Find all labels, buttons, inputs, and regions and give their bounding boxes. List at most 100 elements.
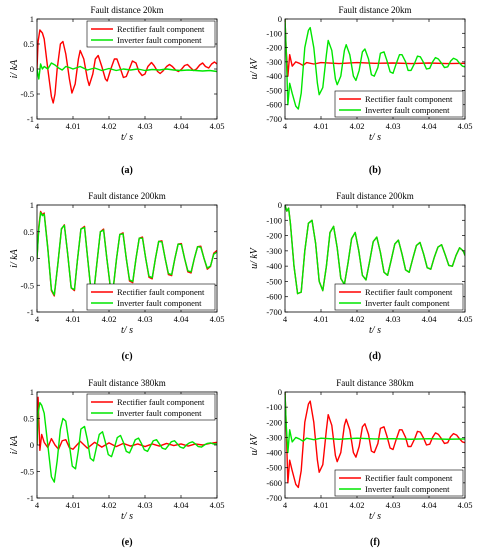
x-tick-label: 4 — [35, 500, 40, 510]
series-line-inverter — [37, 62, 217, 80]
x-axis-label: t/ s — [369, 325, 381, 336]
legend-label: Inverter fault component — [365, 484, 450, 494]
x-tick-label: 4.05 — [210, 500, 225, 510]
x-tick-label: 4.03 — [386, 121, 401, 131]
x-tick-label: 4.05 — [458, 500, 473, 510]
x-tick-label: 4.04 — [422, 314, 438, 324]
series-line-rectifier — [37, 29, 217, 104]
y-tick-label: 0 — [30, 64, 34, 74]
y-tick-label: 0.5 — [23, 414, 34, 424]
y-tick-label: 0 — [30, 440, 34, 450]
y-tick-label: -300 — [266, 432, 282, 442]
legend-label: Inverter fault component — [365, 105, 450, 115]
y-tick-label: -600 — [266, 478, 282, 488]
y-tick-label: -200 — [266, 43, 282, 53]
y-tick-label: -200 — [266, 417, 282, 427]
y-tick-label: 1 — [30, 200, 34, 210]
x-tick-label: 4.02 — [102, 314, 117, 324]
chart-panel-e: Fault distance 380km 4 4.01 4.02 4.03 4.04 4.0… — [9, 378, 224, 548]
chart-title: Fault distance 200km — [336, 191, 414, 201]
y-tick-label: -300 — [266, 57, 282, 67]
y-tick-label: -100 — [266, 402, 282, 412]
x-tick-label: 4 — [283, 314, 288, 324]
legend-box — [86, 393, 216, 421]
legend-label: Rectifier fault component — [117, 24, 205, 34]
x-tick-label: 4 — [283, 500, 288, 510]
y-tick-label: 0.5 — [23, 227, 34, 237]
y-tick-label: -400 — [266, 71, 282, 81]
x-tick-label: 4 — [35, 121, 40, 131]
y-tick-label: -700 — [266, 307, 282, 317]
x-tick-label: 4.03 — [138, 500, 153, 510]
x-tick-label: 4.01 — [314, 121, 329, 131]
y-tick-label: 0 — [278, 387, 282, 397]
chart-title: Fault distance 20km — [91, 5, 164, 15]
legend-box — [334, 283, 464, 311]
chart-title: Fault distance 380km — [336, 378, 414, 388]
x-tick-label: 4.04 — [174, 314, 190, 324]
series-line-inverter — [37, 211, 217, 296]
y-axis-label: u/ kV — [249, 57, 260, 80]
chart-panel-a: Fault distance 20km 4 4.01 4.02 4.03 4.04 4.05… — [9, 5, 224, 176]
y-tick-label: -400 — [266, 261, 282, 271]
x-tick-label: 4.04 — [422, 500, 438, 510]
series-line-inverter — [285, 19, 465, 110]
y-tick-label: -700 — [266, 493, 282, 503]
x-tick-label: 4.01 — [66, 500, 81, 510]
series-line-rectifier — [285, 205, 465, 295]
panel-caption: (a) — [121, 165, 133, 176]
y-axis-label: u/ kV — [249, 433, 260, 456]
series-line-inverter — [37, 401, 217, 483]
y-tick-label: 0 — [30, 254, 34, 264]
panel-caption: (d) — [369, 351, 381, 362]
x-tick-label: 4.02 — [350, 500, 365, 510]
plot-frame — [284, 391, 466, 499]
x-axis-label: t/ s — [121, 325, 133, 336]
legend-label: Inverter fault component — [117, 35, 202, 45]
x-tick-label: 4.01 — [314, 500, 329, 510]
x-axis-label: t/ s — [369, 511, 381, 522]
legend-box — [86, 283, 216, 311]
y-tick-label: -1 — [27, 493, 34, 503]
panel-caption: (e) — [121, 537, 132, 548]
x-tick-label: 4.05 — [458, 314, 473, 324]
panel-caption: (b) — [369, 165, 381, 176]
legend-label: Rectifier fault component — [365, 287, 453, 297]
legend-box — [334, 90, 464, 118]
legend-box — [334, 469, 464, 497]
x-tick-label: 4.04 — [174, 500, 190, 510]
legend-label: Rectifier fault component — [117, 397, 205, 407]
y-tick-label: -500 — [266, 276, 282, 286]
legend-label: Inverter fault component — [117, 298, 202, 308]
series-line-rectifier — [285, 392, 465, 489]
y-axis-label: i/ kA — [9, 435, 20, 454]
x-tick-label: 4.03 — [138, 121, 153, 131]
chart-title: Fault distance 20km — [339, 5, 412, 15]
legend-box — [86, 20, 216, 48]
x-tick-label: 4.02 — [350, 314, 365, 324]
y-tick-label: 0 — [278, 14, 282, 24]
y-tick-label: 0.5 — [23, 39, 34, 49]
y-tick-label: -1 — [27, 114, 34, 124]
y-axis-label: u/ kV — [249, 246, 260, 269]
x-tick-label: 4.04 — [422, 121, 438, 131]
chart-panel-d: Fault distance 200km 4 4.01 4.02 4.03 4.04 4.0… — [249, 191, 472, 362]
y-tick-label: -100 — [266, 215, 282, 225]
x-tick-label: 4.05 — [210, 121, 225, 131]
y-axis-label: i/ kA — [9, 248, 20, 267]
x-tick-label: 4.05 — [210, 314, 225, 324]
series-line-rectifier — [285, 19, 465, 77]
chart-title: Fault distance 380km — [88, 378, 166, 388]
x-tick-label: 4.04 — [174, 121, 190, 131]
y-tick-label: -0.5 — [21, 467, 34, 477]
chart-panel-b: Fault distance 20km 4 4.01 4.02 4.03 4.04 4.05… — [249, 5, 472, 176]
x-axis-label: t/ s — [121, 511, 133, 522]
series-line-inverter — [285, 205, 465, 295]
y-tick-label: -1 — [27, 307, 34, 317]
